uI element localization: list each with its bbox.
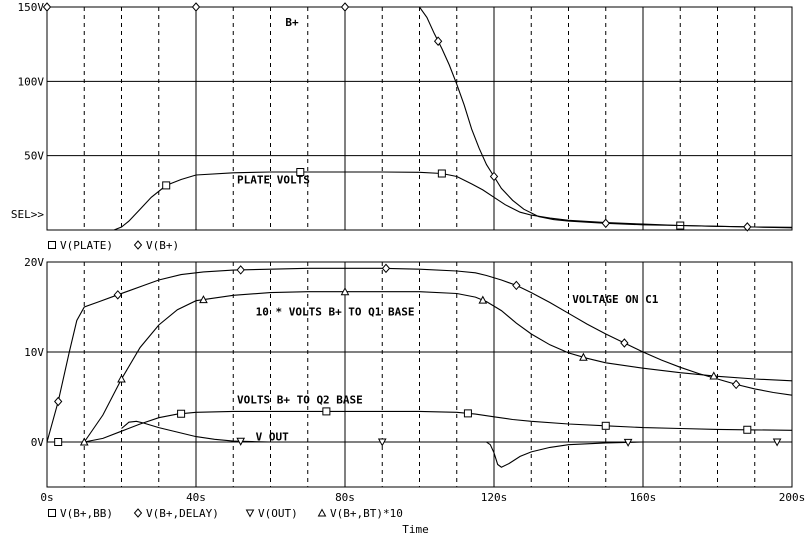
annotation-label: PLATE VOLTS <box>237 173 310 186</box>
marker-diamond <box>512 280 521 291</box>
x-tick-label: 0s <box>40 491 53 504</box>
marker-square <box>601 421 610 430</box>
marker-triangle-up <box>199 295 208 304</box>
marker-diamond <box>433 36 443 46</box>
x-tick-label: 120s <box>481 491 508 504</box>
marker-square <box>177 409 186 418</box>
series-line-V(B+) <box>47 6 793 228</box>
marker-triangle-down <box>772 438 782 447</box>
marker-diamond <box>340 2 350 12</box>
x-tick-label: 40s <box>186 491 206 504</box>
annotation-label: VOLTS B+ TO Q2 BASE <box>237 394 363 407</box>
marker-diamond <box>42 2 52 12</box>
legend-marker-square <box>48 509 56 517</box>
legend-label: V(B+,BT)*10 <box>330 507 403 520</box>
legend-label: V(B+,DELAY) <box>146 507 219 520</box>
legend-label: V(B+,BB) <box>60 507 113 520</box>
marker-triangle-down <box>377 438 387 447</box>
marker-diamond <box>54 396 63 407</box>
marker-triangle-up <box>579 352 588 361</box>
legend-marker-diamond <box>133 508 143 518</box>
annotation-label: 10 * VOLTS B+ TO Q1 BASE <box>256 306 415 319</box>
legend-marker-triangle-down <box>245 509 255 518</box>
marker-diamond <box>731 379 741 390</box>
x-tick-label: 160s <box>630 491 657 504</box>
marker-square <box>296 168 305 177</box>
marker-diamond <box>601 218 610 229</box>
legend-marker-square <box>48 241 56 249</box>
annotation-label: B+ <box>285 16 299 29</box>
marker-diamond <box>113 290 122 300</box>
marker-triangle-up <box>79 437 89 446</box>
legend-label: V(OUT) <box>258 507 298 520</box>
legend-label: V(PLATE) <box>60 239 113 252</box>
marker-diamond <box>489 171 499 182</box>
marker-diamond <box>743 222 752 232</box>
marker-triangle-down <box>236 437 246 446</box>
legend-label: V(B+) <box>146 239 179 252</box>
series-line-V(OUT) <box>121 420 748 468</box>
plot-frame <box>46 261 793 488</box>
y-tick-label: 20V <box>24 256 44 269</box>
marker-diamond <box>381 263 391 274</box>
marker-triangle-up <box>478 295 488 304</box>
marker-square <box>322 407 331 416</box>
marker-square <box>162 181 171 190</box>
marker-square <box>54 438 63 446</box>
y-tick-label: 50V <box>24 150 44 163</box>
y-tick-label: 100V <box>18 75 45 88</box>
x-axis-title: Time <box>402 523 429 536</box>
annotation-label: VOLTAGE ON C1 <box>572 293 658 306</box>
marker-triangle-up <box>340 287 350 296</box>
series-line-V(B+,BB) <box>47 410 793 443</box>
marker-square <box>437 169 446 178</box>
marker-diamond <box>620 338 629 348</box>
series-line-V(PLATE) <box>113 171 793 231</box>
marker-diamond <box>191 2 201 12</box>
legend-marker-diamond <box>133 240 143 250</box>
x-tick-label: 80s <box>335 491 355 504</box>
y-tick-label: 0V <box>31 436 45 449</box>
marker-triangle-down <box>623 438 633 447</box>
y-tick-label: 10V <box>24 346 44 359</box>
marker-square <box>743 425 752 434</box>
annotation-label: V OUT <box>256 431 289 444</box>
marker-triangle-up <box>117 374 126 383</box>
legend-marker-triangle-up <box>317 508 327 517</box>
marker-diamond <box>236 265 245 275</box>
y-tick-label: 150V <box>18 1 45 14</box>
marker-triangle-up <box>709 371 719 380</box>
x-tick-label: 200s <box>779 491 806 504</box>
marker-square <box>463 409 472 418</box>
series-line-V(B+,BT)*10 <box>83 291 793 443</box>
sel-label: SEL>> <box>11 208 44 221</box>
